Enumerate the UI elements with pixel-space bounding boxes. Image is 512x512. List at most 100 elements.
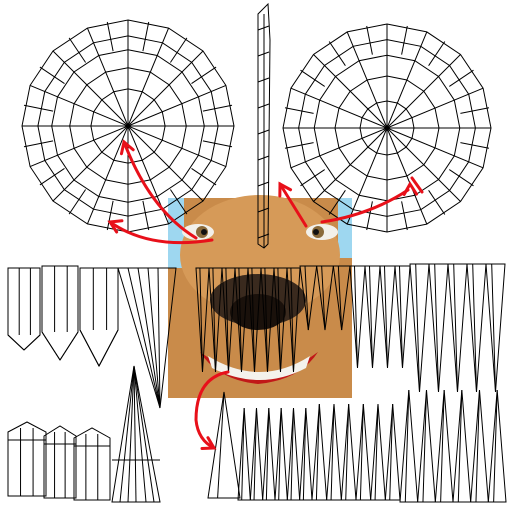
- upper-middle-tooth-row-tooth: [273, 267, 288, 373]
- lower-front-tooth-tooth: [207, 391, 241, 499]
- upper-right-tooth-row-b-tooth: [394, 265, 411, 369]
- arrow-right-eye-to-strip: [278, 181, 308, 228]
- upper-middle-tooth-row-edge: [264, 267, 268, 373]
- left-eye-wire-disc-subspoke: [169, 37, 188, 63]
- right-eye-wire-disc-subspoke: [300, 169, 325, 187]
- lower-right-tooth-row-b: [399, 389, 507, 503]
- mouth-lips: [200, 352, 318, 384]
- upper-middle-tooth-row-tooth: [286, 267, 301, 373]
- right-eye-wire-disc: [282, 23, 492, 233]
- left-eye-wire-disc-subspoke: [68, 189, 87, 215]
- upper-middle-tooth-row: [195, 267, 301, 373]
- lower-right-tooth-row-a-edge: [315, 403, 320, 501]
- left-eye-wire-disc-spoke: [127, 125, 227, 168]
- lower-right-tooth-row-a: [311, 403, 401, 501]
- arrow-left-eye-to-rim: [107, 219, 214, 245]
- lower-right-tooth-row-b-tooth: [487, 389, 507, 503]
- upper-tooth-wire-2: [41, 265, 79, 361]
- lower-middle-tooth-row-tooth: [274, 407, 288, 501]
- right-eye-wire-disc-spoke: [346, 31, 388, 129]
- lower-right-tooth-row-a-tooth: [311, 403, 328, 501]
- upper-middle-tooth-row-edge: [238, 267, 242, 373]
- right-eye-wire-disc-spoke: [313, 54, 388, 129]
- left-eye-wire-disc: [21, 19, 235, 233]
- upper-middle-tooth-row-edge: [251, 267, 255, 373]
- lower-middle-tooth-row-edge: [302, 407, 307, 501]
- upper-fang-edge: [157, 267, 161, 409]
- upper-middle-tooth-row-edge: [277, 267, 281, 373]
- arrow-left-eye-to-rim-shaft: [108, 220, 214, 245]
- left-eye-wire-disc-subspoke: [23, 104, 54, 112]
- lower-middle-tooth-row-tooth: [237, 407, 251, 501]
- arrow-right-eye-to-disc-head: [402, 181, 418, 196]
- upper-tooth-wire-3-tipline: [79, 329, 100, 367]
- upper-tooth-wire-1: [7, 267, 41, 351]
- upper-right-tooth-row-c-edge: [491, 263, 496, 393]
- right-eye-wire-disc-spoke: [346, 127, 388, 225]
- lower-right-tooth-row-b-tooth: [417, 389, 436, 503]
- lower-tooth-wire-2-outline: [43, 425, 77, 499]
- upper-right-tooth-row-b: [349, 265, 411, 369]
- right-eye-wire-disc-subspoke: [428, 41, 446, 66]
- upper-tooth-wire-2-tipline: [41, 331, 61, 361]
- right-eye-wire-disc-subspoke: [284, 107, 314, 114]
- upper-fang-edge: [127, 267, 161, 409]
- lower-middle-tooth-row: [237, 407, 313, 501]
- upper-right-tooth-row-c-tooth: [447, 263, 468, 393]
- lower-right-tooth-row-b-edge: [475, 389, 480, 503]
- lower-tooth-wire-3-outline: [73, 427, 111, 501]
- upper-middle-tooth-row-tooth: [195, 267, 210, 373]
- upper-right-tooth-row-b-tooth: [349, 265, 366, 369]
- lower-right-tooth-row-b-edge: [457, 389, 463, 503]
- lower-middle-tooth-row-tooth: [249, 407, 264, 501]
- lower-right-tooth-row-a-edge: [389, 403, 394, 501]
- upper-middle-tooth-row-edge: [212, 267, 216, 373]
- lower-right-tooth-row-b-edge: [404, 389, 410, 503]
- lower-middle-tooth-row-tooth: [262, 407, 276, 501]
- arrow-right-eye-to-strip-head: [278, 181, 293, 198]
- upper-fang-outline: [117, 267, 177, 409]
- upper-middle-tooth-row-tooth: [221, 267, 236, 373]
- lower-middle-tooth-row-edge: [265, 407, 270, 501]
- lower-front-tooth-edge: [217, 391, 225, 499]
- left-eye-wire-disc-spoke: [127, 84, 227, 127]
- arrow-left-eye-to-disc-head: [119, 139, 135, 156]
- upper-right-tooth-row-b-edge: [369, 265, 373, 369]
- right-eye-wire-disc-subspoke: [449, 169, 474, 187]
- lower-middle-tooth-row-edge: [290, 407, 294, 501]
- left-eye-wire-disc-subspoke: [169, 189, 188, 215]
- lower-right-tooth-row-a-edge: [359, 403, 364, 501]
- upper-middle-tooth-row-edge: [225, 267, 229, 373]
- upper-middle-tooth-row-tooth: [260, 267, 275, 373]
- lower-right-tooth-row-b-edge: [440, 389, 445, 503]
- lower-tooth-wire-2: [43, 425, 77, 499]
- upper-fang-wire: [117, 267, 177, 409]
- right-eye-wire-disc-subspoke: [366, 25, 373, 55]
- lower-tooth-wire-1-outline: [7, 421, 47, 497]
- red-arrows: [107, 139, 424, 450]
- right-eye-wire-disc-subspoke: [328, 41, 346, 66]
- left-eye-wire-disc-subspoke: [106, 200, 114, 231]
- left-eye-wire-disc-subspoke: [142, 21, 150, 52]
- right-eye-wire-disc-subspoke: [366, 201, 373, 231]
- upper-right-tooth-row-c-tooth: [485, 263, 506, 393]
- sky-corner: [168, 198, 184, 268]
- left-eye-wire-disc-spoke: [127, 27, 170, 127]
- left-eye-wire-disc-subspoke: [39, 66, 65, 85]
- lower-fang-edge: [133, 365, 155, 503]
- lower-fang-wire: [111, 365, 161, 503]
- lower-right-tooth-row-a-edge: [374, 403, 379, 501]
- lower-right-tooth-row-a-tooth: [340, 403, 357, 501]
- lower-front-tooth: [207, 391, 241, 499]
- right-eye-wire-disc-spoke: [386, 54, 461, 129]
- right-eye-pupil: [313, 229, 319, 235]
- left-eye-wire-disc-spoke: [52, 125, 129, 202]
- upper-right-tooth-row-a-edge: [321, 265, 326, 331]
- upper-right-tooth-row-a: [299, 265, 351, 331]
- upper-fang-edge: [137, 267, 161, 409]
- left-eye-wire-disc-spoke: [29, 125, 129, 168]
- upper-right-tooth-row-c-tooth: [409, 263, 430, 393]
- upper-right-tooth-row-a-edge: [304, 265, 309, 331]
- arrow-right-eye-to-disc-shaft: [320, 176, 424, 224]
